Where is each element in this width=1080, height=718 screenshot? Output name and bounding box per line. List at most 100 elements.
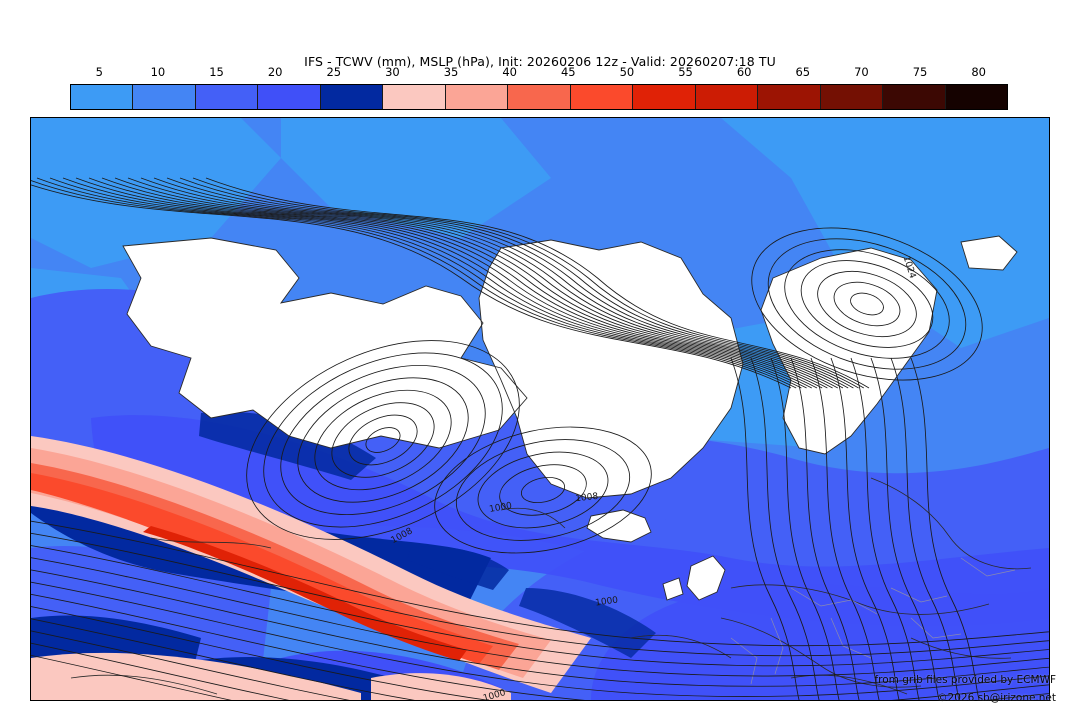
mslp-isobar-s6: [31, 593, 1049, 700]
mslp-isobar-low2-5: [434, 426, 652, 554]
mslp-isobar-e2: [770, 357, 840, 700]
mslp-isobar-a7: [101, 177, 828, 389]
mslp-isobar-s7: [31, 606, 1049, 700]
mslp-isobar-e5: [830, 357, 900, 700]
colorbar-tick-labels: 5 10 15 20 25 30 35 40 45 50 55 60 65 70 75 80: [70, 65, 1008, 81]
colorbar-band-35-40: [445, 85, 509, 109]
mslp-isobar-low-center-8: [246, 340, 520, 540]
mslp-isobar-low2-2: [499, 464, 587, 516]
tcwv-band-30-35: [31, 678, 76, 700]
landmass-greenland: [479, 240, 743, 498]
mslp-isobar-a14: [192, 177, 865, 389]
landmass-iceland: [587, 510, 651, 542]
coastline-canada-arctic: [122, 237, 528, 449]
colorbar-band-75-80: [945, 85, 1008, 109]
mslp-isobar-s10: [31, 642, 290, 700]
mslp-isobar-a8: [114, 177, 833, 389]
mslp-contour-label-1000: 1000: [595, 595, 619, 608]
colorbar-tick-80: 80: [971, 65, 987, 79]
mslp-isobar-high-5: [784, 249, 950, 359]
mslp-isobar-a0: [31, 184, 792, 389]
colorbar-tick-10: 10: [150, 65, 166, 79]
mslp-isobar-a10: [140, 177, 844, 389]
landmass-canada-arctic: [123, 238, 527, 448]
colorbar-tick-25: 25: [326, 65, 342, 79]
coastline-segment-4: [500, 507, 566, 529]
landmass-great-britain: [687, 556, 725, 600]
colorbar-band-55-60: [695, 85, 759, 109]
mslp-isobar-a9: [127, 177, 839, 389]
tcwv-band-5-10: [721, 118, 1049, 348]
mslp-isobar-low-center-4: [314, 389, 452, 491]
colorbar-band-10-15: [133, 85, 196, 109]
credit-source: from grib files provided by ECMWF: [874, 674, 1056, 686]
page-title: IFS - TCWV (mm), MSLP (hPa), Init: 20260…: [304, 54, 776, 69]
mslp-isobar-s2: [31, 545, 1049, 667]
tcwv-band-30-35: [371, 673, 511, 700]
mslp-isobar-high-6: [767, 238, 967, 370]
mslp-isobar-low-center-6: [280, 364, 486, 516]
colorbar-band-30-35: [383, 85, 446, 109]
colorbar: 5 10 15 20 25 30 35 40 45 50 55 60 65 70 75 80: [70, 65, 1008, 110]
country-border-2: [770, 617, 784, 675]
mslp-isobar-low2-4: [455, 439, 631, 541]
mslp-isobar-a11: [153, 177, 849, 389]
colorbar-tick-55: 55: [678, 65, 693, 79]
mslp-isobar-a13: [179, 177, 859, 389]
colorbar-bands: [70, 84, 1008, 110]
coastline-segment-6: [70, 674, 218, 695]
colorbar-band-20-25: [258, 85, 321, 109]
mslp-isobar-s11: [31, 654, 232, 700]
country-border-0: [790, 587, 878, 615]
tcwv-band-30-35: [31, 652, 361, 700]
mslp-contour-label-1000: 1000: [482, 688, 507, 700]
mslp-isobar-a4: [62, 177, 812, 389]
landmass-svalbard: [961, 236, 1017, 270]
mslp-isobar-low2-3: [477, 451, 609, 529]
mslp-isobar-s8: [31, 618, 415, 700]
mslp-isobar-low2-1: [520, 476, 566, 504]
mslp-contour-label-1008: 1008: [575, 492, 599, 504]
mslp-isobar-e9: [910, 357, 980, 700]
mslp-isobar-s9: [31, 630, 350, 700]
mslp-isobar-s5: [31, 581, 1049, 697]
mslp-contour-label-1000: 1000: [489, 501, 514, 515]
mslp-isobar-high-1: [850, 292, 884, 316]
mslp-isobar-low-center-7: [263, 352, 503, 528]
colorbar-tick-70: 70: [854, 65, 869, 79]
mslp-isobar-low-center-5: [297, 377, 469, 503]
colorbar-tick-35: 35: [443, 65, 459, 79]
tcwv-shading-layer: [31, 118, 1049, 700]
mslp-isobar-a1: [31, 179, 797, 389]
colorbar-tick-5: 5: [95, 65, 103, 79]
coastline-segment-5: [150, 537, 272, 549]
map-canvas: 1000100810001016102410081000: [31, 118, 1049, 700]
map-panel[interactable]: 1000100810001016102410081000: [30, 117, 1050, 701]
colorbar-band-50-55: [633, 85, 696, 109]
tcwv-band-25-30: [407, 546, 509, 590]
credit-copyright: ©2026 sb@irizone.net: [937, 692, 1056, 704]
mslp-contour-layer: [31, 177, 1049, 700]
country-border-3: [890, 587, 948, 603]
coastline-ireland: [662, 577, 684, 601]
coastline-svalbard: [960, 235, 1018, 271]
mslp-isobar-low-center-3: [331, 402, 435, 478]
mslp-isobar-high-3: [817, 270, 917, 338]
tcwv-band-5-10: [281, 118, 551, 238]
coastline-segment-3: [870, 477, 1032, 570]
colorbar-tick-40: 40: [502, 65, 518, 79]
colorbar-tick-60: 60: [736, 65, 752, 79]
mslp-isobar-e8: [890, 357, 960, 700]
mslp-isobar-high-4: [800, 260, 934, 348]
mslp-isobar-s4: [31, 569, 1049, 687]
colorbar-band-45-50: [570, 85, 634, 109]
mslp-isobar-a6: [88, 177, 823, 389]
mslp-isobar-a15: [205, 177, 870, 389]
coastline-iceland: [586, 509, 652, 543]
mslp-isobar-high-2: [833, 281, 901, 327]
colorbar-band-15-20: [195, 85, 259, 109]
tcwv-band-25-30: [199, 411, 376, 480]
colorbar-tick-15: 15: [209, 65, 224, 79]
colorbar-band-65-70: [820, 85, 884, 109]
mslp-isobar-s0: [31, 520, 1049, 647]
